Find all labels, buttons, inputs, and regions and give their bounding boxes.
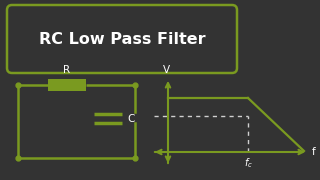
Text: $f_c$: $f_c$ — [244, 156, 253, 170]
Text: RC Low Pass Filter: RC Low Pass Filter — [39, 31, 205, 46]
Text: R: R — [63, 65, 71, 75]
Bar — [48, 79, 86, 91]
Text: C: C — [127, 114, 134, 123]
FancyBboxPatch shape — [7, 5, 237, 73]
Text: f: f — [312, 147, 316, 157]
Text: V: V — [163, 65, 170, 75]
